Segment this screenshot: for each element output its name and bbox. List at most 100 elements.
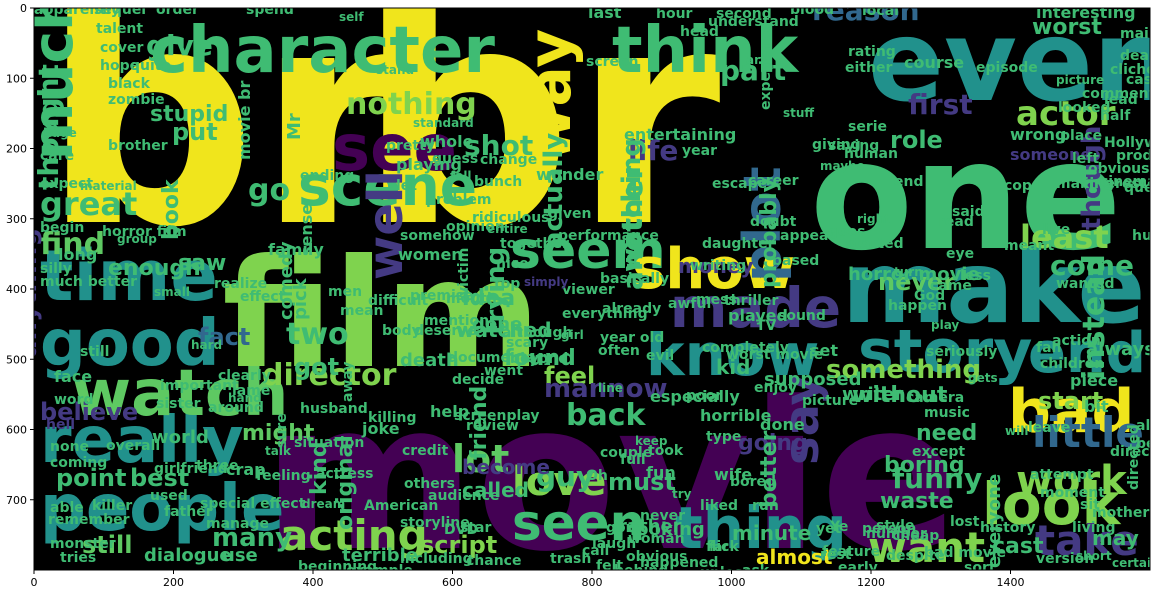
word-reason: reason	[812, 0, 920, 27]
word-see: see	[332, 112, 457, 186]
word-right: right	[857, 212, 890, 226]
word-even: even	[868, 0, 1156, 127]
y-tick-label: 600	[6, 424, 27, 437]
word-end: end	[894, 174, 923, 190]
word-live: live	[1042, 222, 1070, 238]
word-none: none	[50, 439, 89, 455]
word-action: action	[1052, 333, 1101, 349]
word-rest: rest	[820, 547, 852, 563]
word-come: come	[1050, 249, 1134, 282]
word-performance: performance	[558, 228, 659, 244]
word-giving: giving	[812, 137, 861, 153]
word-hand: hand	[228, 391, 262, 405]
word-beyond: beyond	[510, 351, 568, 367]
word-hour: hour	[656, 6, 693, 22]
word-direction: direction	[1110, 444, 1156, 460]
word-moment: moment	[1040, 485, 1105, 501]
x-tick-label: 400	[303, 576, 324, 589]
word-lead: lead	[1104, 92, 1138, 108]
word-life: life	[628, 134, 678, 167]
word-line: line	[598, 381, 623, 395]
word-main-character: main character	[1120, 26, 1156, 42]
word-shot: shot	[464, 129, 533, 162]
word-gone: gone	[472, 314, 522, 335]
word-plot: plot	[733, 166, 793, 282]
y-tick-label: 300	[6, 213, 27, 226]
word-called: called	[462, 478, 529, 502]
word-escape: escape	[712, 176, 767, 192]
word-decide: decide	[452, 372, 504, 388]
word-trash: trash	[550, 551, 591, 567]
word-music: music	[924, 405, 970, 421]
word-movie-br: movie br	[235, 81, 254, 160]
word-spend: spend	[246, 2, 294, 18]
word-happened: happened	[640, 555, 718, 571]
word-god: God	[914, 288, 945, 304]
word-eye: eye	[946, 246, 974, 262]
word-half: half	[1100, 108, 1131, 124]
word-person: person	[862, 521, 916, 537]
word-going: going	[738, 431, 808, 456]
word-really: really	[40, 404, 244, 478]
word-human: human	[844, 146, 898, 162]
word-crap: crap	[226, 460, 266, 479]
word-feel: feel	[544, 362, 595, 390]
word-still: still	[82, 531, 132, 559]
y-tick-label: 700	[6, 494, 27, 507]
word-turn: turn	[894, 265, 923, 279]
word-directed: directed	[1126, 424, 1142, 490]
word-mouth: mouth	[446, 291, 497, 307]
word-role: role	[890, 126, 943, 154]
word-number: number	[866, 526, 927, 542]
word-tries: tries	[60, 550, 96, 566]
word-hell: hell	[46, 417, 75, 433]
word-documentary: documentary	[448, 350, 552, 366]
word-last: last	[588, 3, 622, 22]
word-something: something	[826, 355, 981, 385]
word-care: care	[40, 148, 74, 164]
word-important: important	[160, 378, 239, 394]
word-premise: premise	[410, 288, 474, 304]
word-horror-movie: horror movie	[848, 264, 980, 285]
word-black: black	[108, 76, 151, 92]
word-looking: looking	[630, 519, 705, 540]
word-sister: sister	[156, 396, 201, 412]
y-tick-label: 500	[6, 353, 27, 366]
word-completely: completely	[702, 340, 789, 356]
word-part: part	[720, 54, 786, 87]
word-better: better	[757, 430, 782, 508]
word-looked: looked	[1058, 100, 1111, 116]
x-tick-label: 800	[582, 576, 603, 589]
word-played: played	[728, 306, 788, 325]
word-read: read	[938, 214, 974, 230]
word-want: want	[868, 523, 985, 572]
word-interest: interest	[1084, 176, 1147, 192]
word-course: course	[904, 53, 964, 72]
word-camera: camera	[906, 390, 964, 406]
word-production: production	[1116, 148, 1156, 164]
word-waste: waste	[880, 489, 954, 514]
word-change: change	[480, 152, 537, 168]
word-children: children	[1040, 356, 1104, 372]
word-chance: chance	[466, 553, 521, 569]
word-wanted: wanted	[1056, 276, 1115, 292]
word-less: less	[960, 268, 991, 284]
word-kid: kid	[716, 355, 750, 379]
word-found: found	[504, 346, 576, 371]
word-whole: whole	[420, 132, 474, 151]
word-back: back	[566, 398, 647, 433]
word-well: well	[358, 170, 414, 280]
word-thriller: thriller	[724, 293, 778, 309]
word-hope: hope	[100, 58, 139, 74]
word-least: least	[1020, 218, 1109, 256]
word-experience: experience	[758, 23, 774, 110]
word-must: must	[608, 468, 676, 496]
word-obviously: obviously	[1088, 161, 1156, 177]
word-actress: actress	[316, 466, 374, 482]
word-around: around	[208, 400, 264, 416]
word-review: review	[466, 418, 519, 434]
word-flick: flick	[706, 539, 739, 555]
word-set: set	[810, 341, 838, 360]
